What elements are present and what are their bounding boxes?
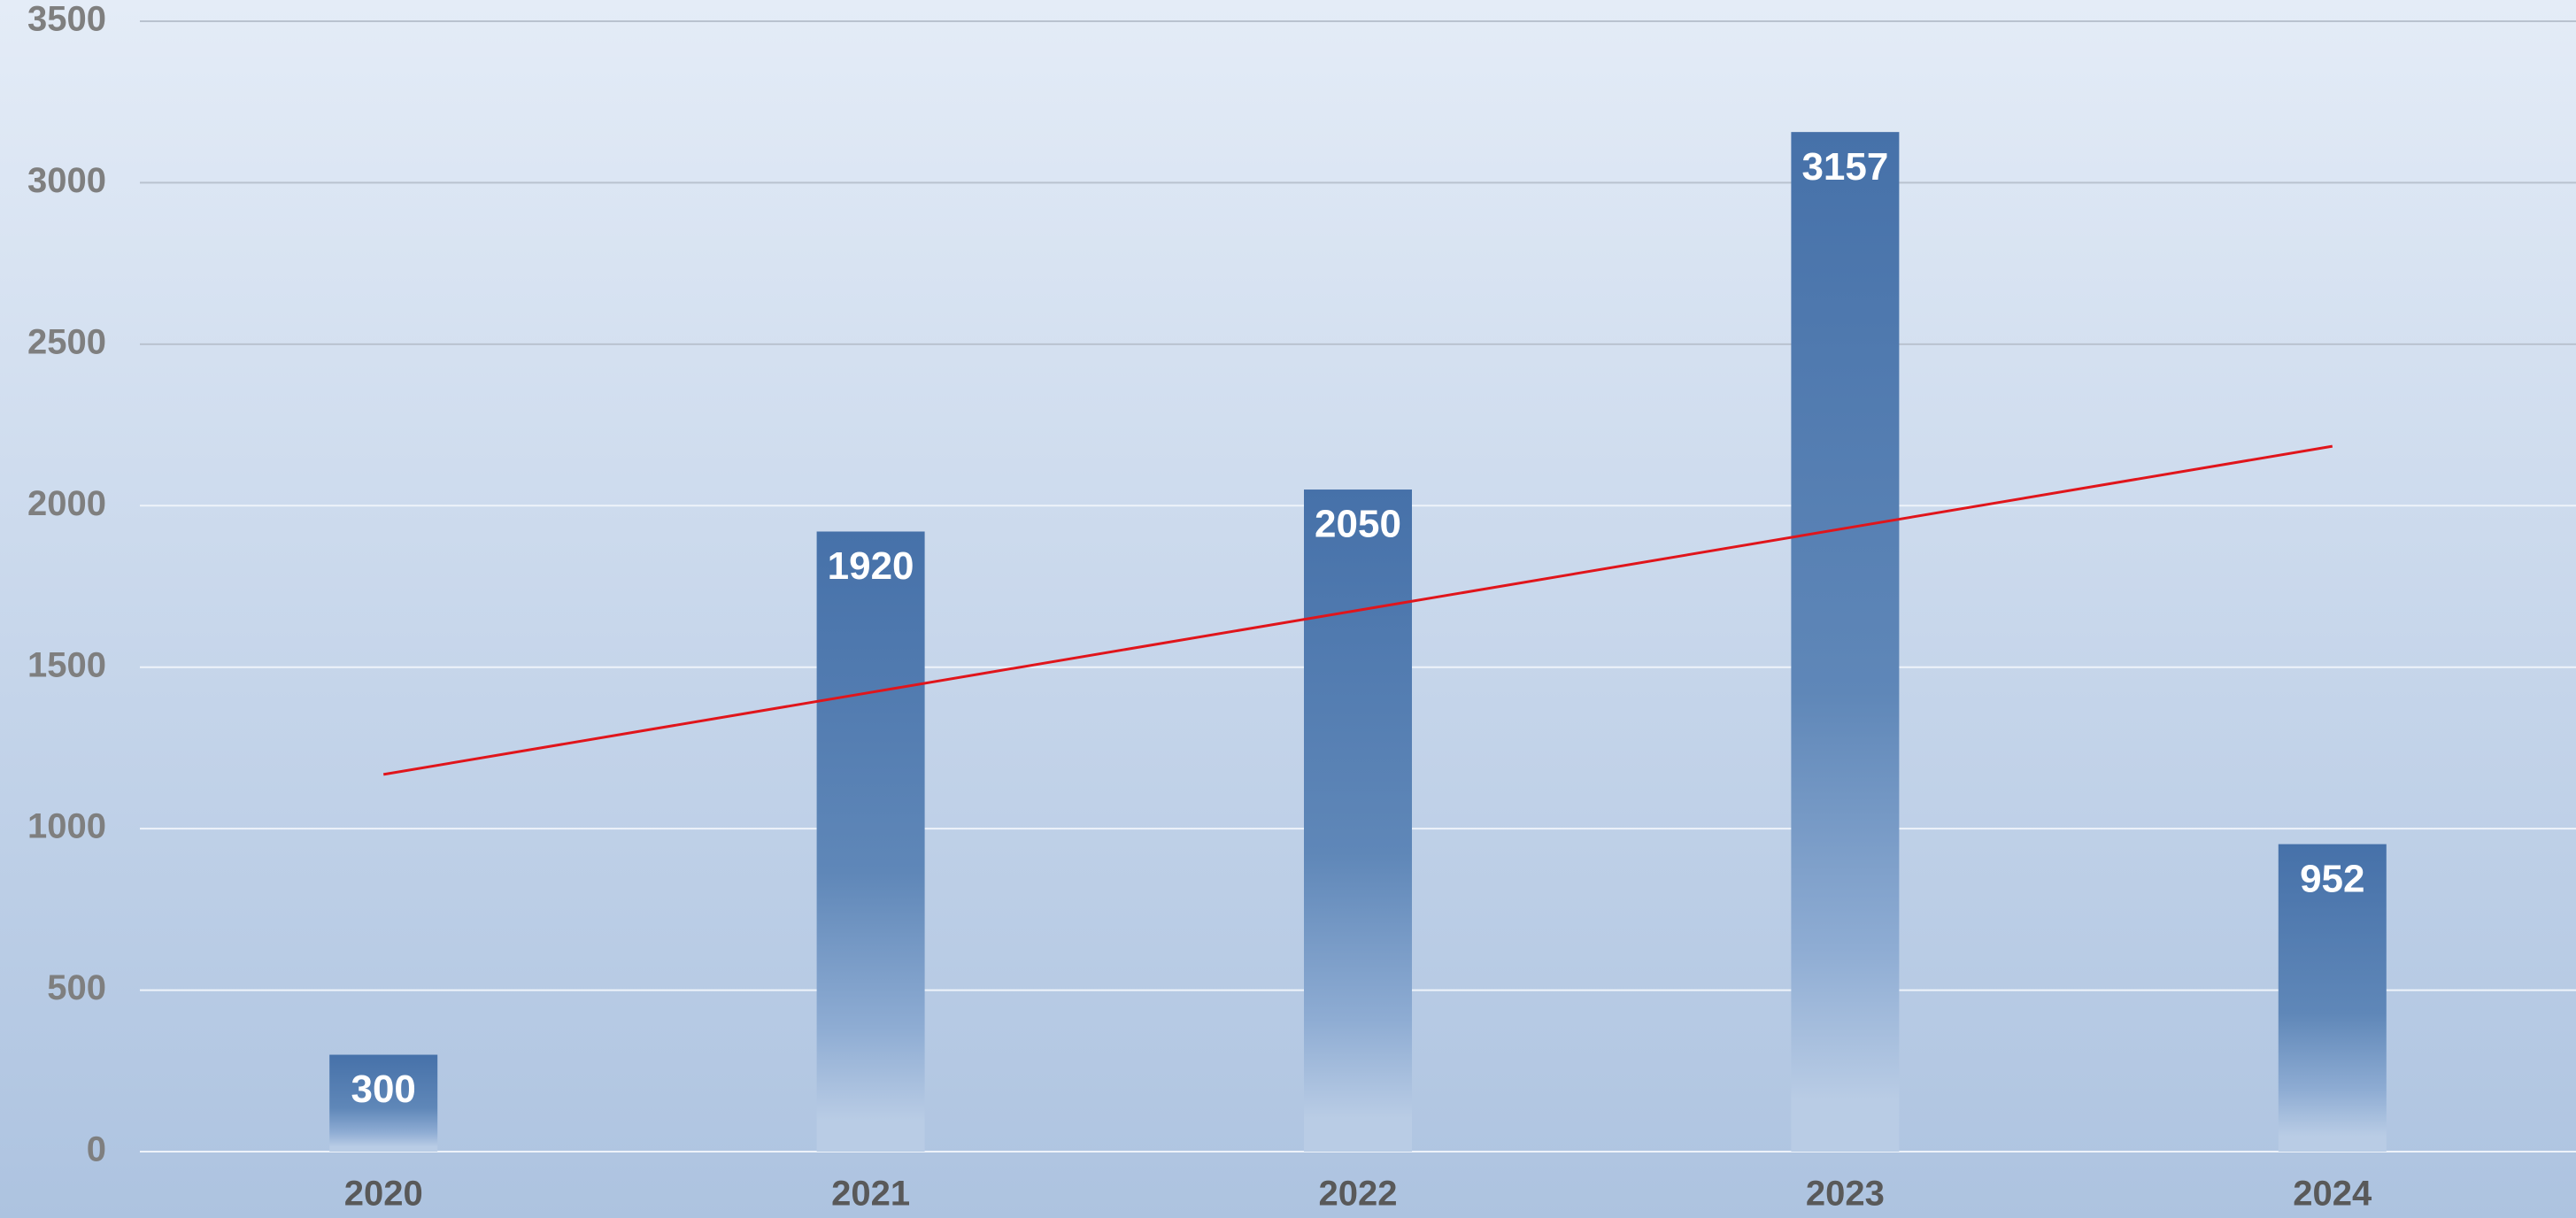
y-tick-label: 3000 — [27, 161, 106, 200]
data-label: 1920 — [828, 544, 914, 588]
data-label: 952 — [2300, 857, 2364, 900]
x-tick-label: 2020 — [344, 1175, 423, 1214]
y-tick-label: 1500 — [27, 645, 106, 684]
bar — [329, 1054, 438, 1152]
data-label: 300 — [351, 1068, 415, 1111]
bar — [1304, 490, 1412, 1152]
bar — [2278, 844, 2387, 1152]
bar — [816, 531, 925, 1152]
y-tick-label: 0 — [87, 1130, 106, 1169]
x-tick-label: 2024 — [2293, 1175, 2372, 1214]
y-tick-label: 1000 — [27, 807, 106, 846]
y-tick-label: 3500 — [27, 0, 106, 39]
x-tick-label: 2022 — [1319, 1175, 1398, 1214]
y-tick-label: 2000 — [27, 484, 106, 523]
y-tick-label: 2500 — [27, 322, 106, 361]
y-tick-label: 500 — [47, 968, 106, 1007]
bar — [1791, 132, 1900, 1152]
trend-line — [382, 444, 2333, 776]
x-tick-label: 2023 — [1806, 1175, 1885, 1214]
x-tick-label: 2021 — [831, 1175, 910, 1214]
data-label: 2050 — [1315, 503, 1401, 546]
data-label: 3157 — [1801, 145, 1888, 189]
